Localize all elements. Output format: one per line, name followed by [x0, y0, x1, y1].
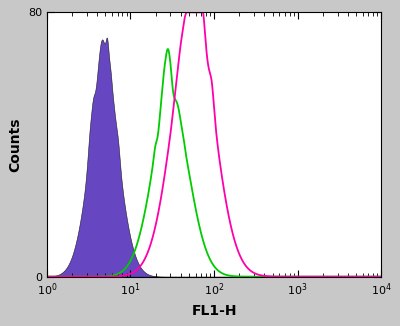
X-axis label: FL1-H: FL1-H — [191, 304, 237, 318]
Y-axis label: Counts: Counts — [8, 117, 22, 172]
